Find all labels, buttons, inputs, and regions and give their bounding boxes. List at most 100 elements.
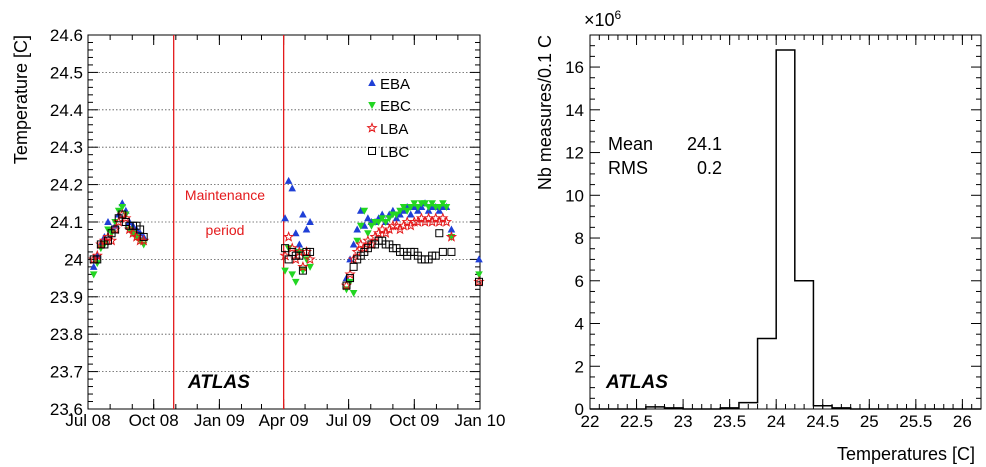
point-ebc	[356, 222, 365, 230]
x-tick-label: 22.5	[620, 412, 653, 431]
point-lba	[408, 216, 420, 227]
point-ebc	[291, 278, 300, 286]
point-lba	[426, 216, 438, 227]
point-lbc	[438, 247, 447, 256]
x-tick-label: Jul 08	[65, 411, 110, 430]
point-lba	[304, 253, 316, 265]
right-y-ticks: 0 2 4 6 8 10 12 14 16	[565, 45, 981, 419]
x-tick-label: 25.5	[899, 412, 932, 431]
maintenance-label-line1: Maintenance	[185, 187, 265, 203]
y-tick-label: 24.5	[50, 63, 83, 82]
point-lbc	[475, 277, 483, 286]
point-lbc	[93, 255, 102, 264]
x-tick-label: 24	[767, 412, 786, 431]
point-ebc	[421, 200, 429, 208]
point-ebc	[381, 219, 390, 226]
maintenance-lines	[173, 35, 285, 409]
x-tick-label: 23	[674, 412, 693, 431]
y-tick-label: 23.7	[50, 363, 83, 382]
stat-mean-label: Mean	[608, 134, 653, 154]
y-tick-label: 24.1	[50, 213, 83, 232]
point-lba	[394, 223, 406, 235]
point-lba	[283, 231, 295, 242]
y-tick-label: 24.6	[50, 26, 83, 45]
point-lbc	[435, 229, 444, 238]
legend-label-eba: EBA	[380, 76, 410, 93]
point-eba	[364, 214, 372, 222]
point-lba	[383, 223, 395, 235]
x-tick-label: 23.5	[713, 412, 746, 431]
point-eba	[353, 225, 361, 233]
point-ebc	[424, 204, 433, 212]
point-eba	[356, 206, 365, 214]
y-tick-label: 2	[575, 357, 584, 376]
x-tick-label: 22	[581, 412, 600, 431]
right-x-ticks: 22 22.5 23 23.5 24 24.5 25 25.5 26	[581, 35, 973, 431]
legend-marker-eba	[368, 79, 376, 86]
point-eba	[302, 225, 311, 233]
point-ebc	[349, 290, 358, 298]
left-x-ticks: Jul 08 Oct 08 Jan 09 Apr 09 Jul 09 Oct 09 Jan …	[65, 35, 506, 430]
point-lba	[433, 216, 445, 227]
maintenance-label-line2: period	[206, 222, 245, 238]
point-ebc	[281, 267, 289, 275]
point-eba	[475, 255, 483, 263]
temperature-time-plot: 23.6 23.7 23.8 23.9 24 24.1 24.2 24.3 24.4 24.5 24…	[11, 26, 506, 430]
histogram-outline	[590, 49, 981, 410]
data-points	[88, 176, 485, 298]
x-tick-label: Jan 09	[194, 411, 245, 430]
legend-entry-eba: EBA	[368, 76, 410, 93]
left-y-ticks: 23.6 23.7 23.8 23.9 24 24.1 24.2 24.3 24.4 24.5 24…	[50, 26, 480, 419]
point-eba	[306, 218, 314, 225]
y-tick-label: 23.8	[50, 325, 83, 344]
x-tick-label: Jul 09	[326, 411, 371, 430]
point-eba	[447, 225, 456, 233]
point-ebc	[410, 200, 419, 208]
series-ebc	[89, 200, 483, 298]
point-lba	[387, 219, 399, 231]
y-tick-label: 4	[575, 315, 584, 334]
legend-entry-ebc: EBC	[368, 98, 411, 115]
point-ebc	[475, 271, 483, 279]
point-ebc	[428, 200, 436, 208]
point-ebc	[385, 215, 394, 223]
y-tick-label: 12	[565, 144, 584, 163]
y-multiplier-base: ×10	[584, 10, 615, 30]
point-eba	[299, 210, 307, 218]
point-ebc	[353, 237, 361, 245]
right-x-axis-title: Temperatures [C]	[837, 444, 975, 464]
point-ebc	[360, 207, 369, 215]
point-ebc	[396, 207, 404, 215]
point-eba	[104, 218, 112, 225]
legend-marker-ebc	[368, 102, 376, 109]
point-eba	[284, 176, 293, 184]
y-tick-label: 23.6	[50, 400, 83, 419]
point-lba	[372, 227, 385, 239]
point-ebc	[378, 215, 386, 223]
point-lba	[419, 216, 431, 227]
y-tick-label: 8	[575, 229, 584, 248]
point-eba	[291, 229, 300, 237]
point-eba	[288, 184, 297, 192]
point-eba	[281, 214, 289, 222]
atlas-label-right: ATLAS	[605, 372, 668, 393]
point-lba	[397, 219, 410, 231]
point-lba	[405, 219, 417, 231]
y-tick-label: 24.3	[50, 138, 83, 157]
x-tick-label: Jan 10	[454, 411, 505, 430]
point-lbc	[447, 247, 456, 256]
y-tick-label: 10	[565, 186, 584, 205]
legend-entry-lbc: LBC	[368, 144, 409, 161]
point-ebc	[435, 204, 444, 212]
y-tick-label: 24.4	[50, 101, 83, 120]
legend-label-lbc: LBC	[380, 144, 409, 161]
x-tick-label: 26	[953, 412, 972, 431]
point-lba	[440, 216, 453, 227]
right-plot-frame	[589, 34, 982, 410]
point-ebc	[403, 207, 411, 215]
point-ebc	[406, 204, 415, 212]
series-lbc	[89, 210, 483, 290]
point-lbc	[139, 232, 148, 241]
legend: EBA EBC LBA LBC	[366, 76, 411, 161]
